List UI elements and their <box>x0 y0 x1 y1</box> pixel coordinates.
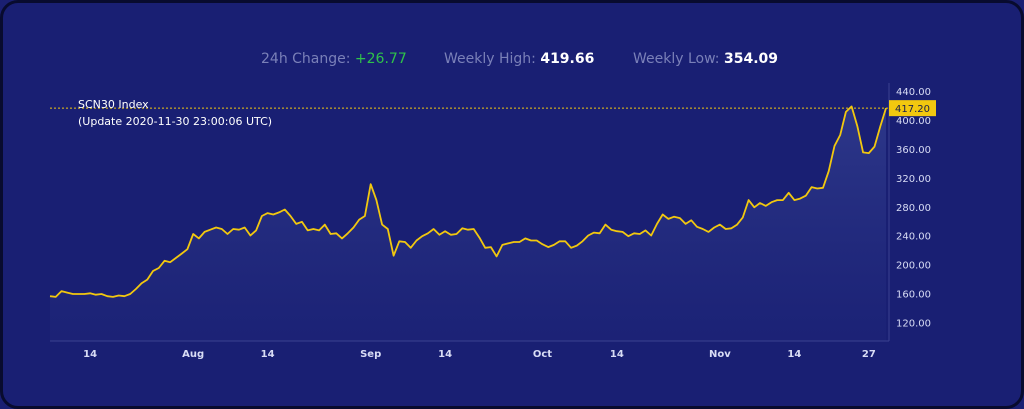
y-tick-label: 400.00 <box>896 116 931 127</box>
y-tick-label: 120.00 <box>896 318 931 329</box>
y-tick-label: 440.00 <box>896 87 931 98</box>
x-tick-label: Nov <box>709 349 731 360</box>
stat-weekly-low: Weekly Low: 354.09 <box>633 51 778 67</box>
current-value-badge <box>889 100 936 117</box>
y-tick-label: 280.00 <box>896 203 931 214</box>
x-tick-label: Aug <box>182 349 204 360</box>
y-tick-label: 240.00 <box>896 232 931 243</box>
stat-24h-change-label: 24h Change: <box>261 51 351 67</box>
x-tick-label: 14 <box>787 349 801 360</box>
y-tick-label: 160.00 <box>896 290 931 301</box>
stat-weekly-low-label: Weekly Low: <box>633 51 720 67</box>
index-info: SCN30 Index (Update 2020-11-30 23:00:06 … <box>78 96 272 130</box>
stat-24h-change-value: +26.77 <box>354 51 407 67</box>
x-tick-label: 27 <box>862 349 876 360</box>
x-tick-label: 14 <box>83 349 97 360</box>
index-update-time: (Update 2020-11-30 23:00:06 UTC) <box>78 115 273 128</box>
y-tick-label: 320.00 <box>896 174 931 185</box>
series-line <box>49 105 887 298</box>
stat-weekly-high-value: 419.66 <box>540 51 595 67</box>
stat-24h-change: 24h Change: +26.77 <box>261 51 407 67</box>
y-tick-label: 200.00 <box>896 261 931 272</box>
price-chart[interactable]: 120.00 160.00 200.00 240.00 280.00 320.00 360.… <box>3 3 1024 409</box>
x-tick-label: Sep <box>360 349 381 360</box>
stat-weekly-low-value: 354.09 <box>723 51 778 67</box>
x-tick-label: 14 <box>438 349 452 360</box>
stat-weekly-high-label: Weekly High: <box>444 51 536 67</box>
y-tick-label: 360.00 <box>896 145 931 156</box>
x-tick-label: Oct <box>533 349 552 360</box>
x-tick-label: 14 <box>261 349 275 360</box>
current-value-label: 417.20 <box>895 104 930 115</box>
x-tick-label: 14 <box>610 349 624 360</box>
index-name: SCN30 Index <box>78 98 149 111</box>
series-area <box>50 106 886 342</box>
stat-weekly-high: Weekly High: 419.66 <box>444 51 594 67</box>
stats-bar: 24h Change: +26.77 Weekly High: 419.66 W… <box>3 48 1021 72</box>
